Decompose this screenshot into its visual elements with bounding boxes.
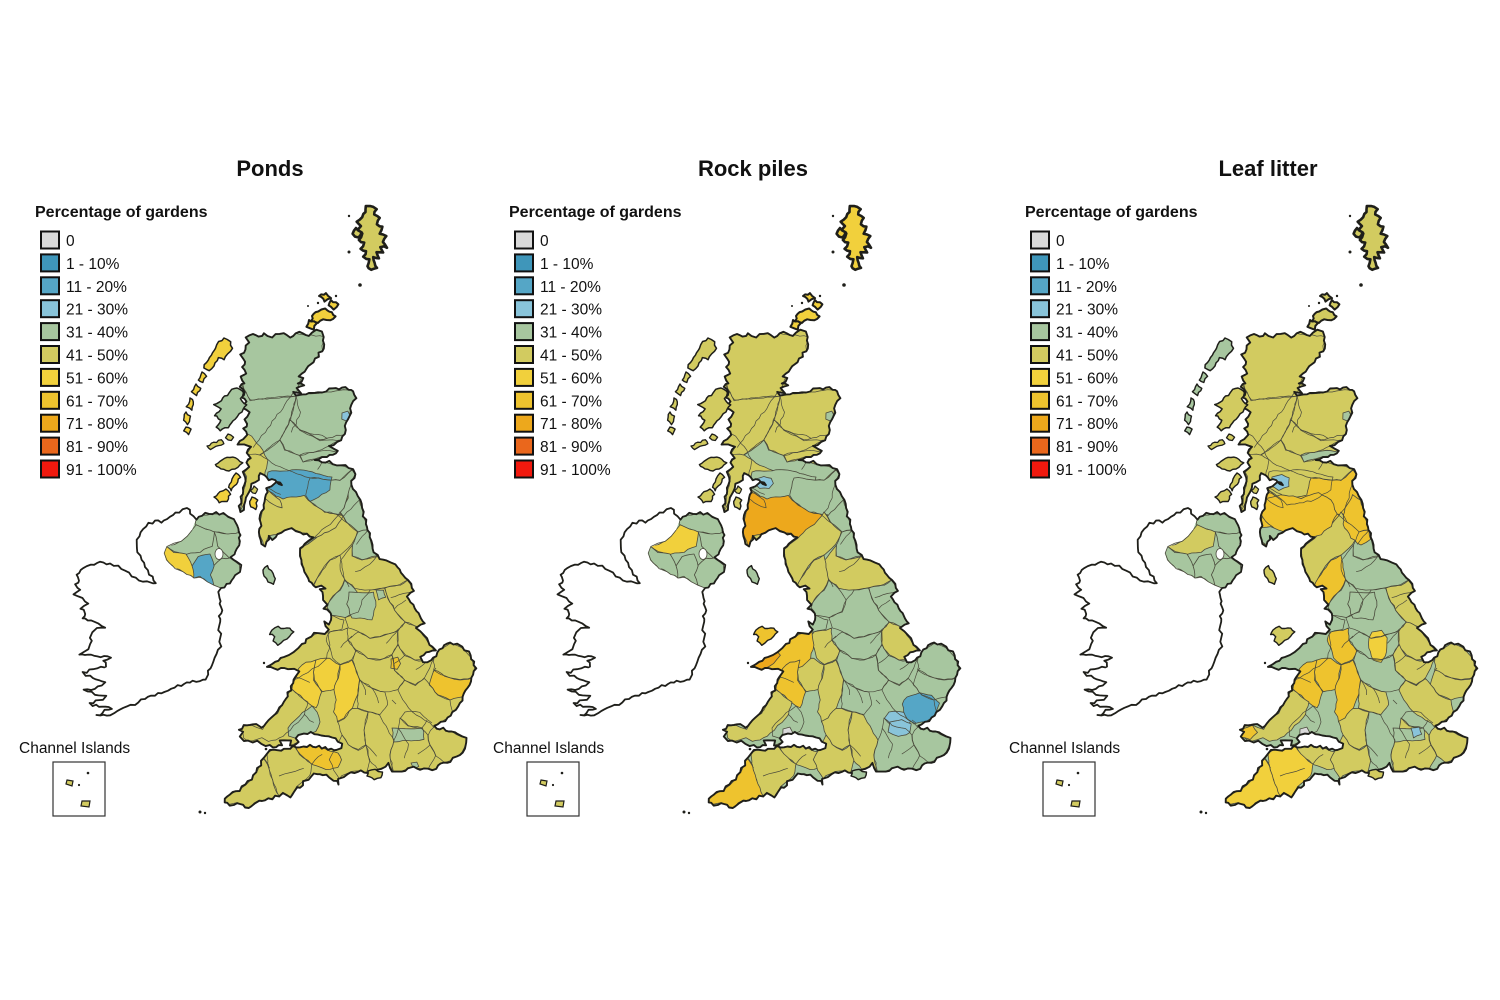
svg-text:21 - 30%: 21 - 30% [540, 302, 602, 319]
svg-text:51 - 60%: 51 - 60% [540, 370, 602, 387]
svg-text:0: 0 [66, 233, 75, 250]
svg-text:Leaf litter: Leaf litter [1218, 156, 1317, 181]
svg-text:11 - 20%: 11 - 20% [540, 279, 601, 296]
svg-text:Channel Islands: Channel Islands [1009, 740, 1120, 757]
svg-text:91 - 100%: 91 - 100% [1056, 462, 1127, 479]
svg-text:41 - 50%: 41 - 50% [1056, 348, 1118, 365]
svg-text:41 - 50%: 41 - 50% [66, 348, 128, 365]
svg-text:11 - 20%: 11 - 20% [1056, 279, 1117, 296]
svg-text:0: 0 [1056, 233, 1065, 250]
svg-text:31 - 40%: 31 - 40% [66, 325, 128, 342]
svg-text:1 - 10%: 1 - 10% [66, 256, 120, 273]
svg-text:31 - 40%: 31 - 40% [1056, 325, 1118, 342]
svg-text:21 - 30%: 21 - 30% [1056, 302, 1118, 319]
svg-text:61 - 70%: 61 - 70% [66, 393, 128, 410]
svg-text:Percentage of gardens: Percentage of gardens [1025, 204, 1198, 221]
svg-text:21 - 30%: 21 - 30% [66, 302, 128, 319]
svg-text:81 - 90%: 81 - 90% [66, 439, 128, 456]
svg-text:41 - 50%: 41 - 50% [540, 348, 602, 365]
svg-text:1 - 10%: 1 - 10% [540, 256, 594, 273]
svg-text:Channel Islands: Channel Islands [493, 740, 604, 757]
svg-text:Ponds: Ponds [236, 156, 303, 181]
svg-text:11 - 20%: 11 - 20% [66, 279, 127, 296]
svg-text:0: 0 [540, 233, 549, 250]
svg-text:81 - 90%: 81 - 90% [1056, 439, 1118, 456]
svg-text:81 - 90%: 81 - 90% [540, 439, 602, 456]
svg-text:71 - 80%: 71 - 80% [540, 416, 602, 433]
svg-text:71 - 80%: 71 - 80% [66, 416, 128, 433]
svg-text:51 - 60%: 51 - 60% [66, 370, 128, 387]
svg-text:Rock piles: Rock piles [698, 156, 808, 181]
svg-text:Channel Islands: Channel Islands [19, 740, 130, 757]
svg-text:61 - 70%: 61 - 70% [540, 393, 602, 410]
svg-text:61 - 70%: 61 - 70% [1056, 393, 1118, 410]
svg-text:51 - 60%: 51 - 60% [1056, 370, 1118, 387]
svg-text:Percentage of gardens: Percentage of gardens [509, 204, 682, 221]
svg-text:31 - 40%: 31 - 40% [540, 325, 602, 342]
svg-text:71 - 80%: 71 - 80% [1056, 416, 1118, 433]
svg-text:1 - 10%: 1 - 10% [1056, 256, 1110, 273]
svg-text:91 - 100%: 91 - 100% [66, 462, 137, 479]
svg-text:91 - 100%: 91 - 100% [540, 462, 611, 479]
svg-text:Percentage of gardens: Percentage of gardens [35, 204, 208, 221]
